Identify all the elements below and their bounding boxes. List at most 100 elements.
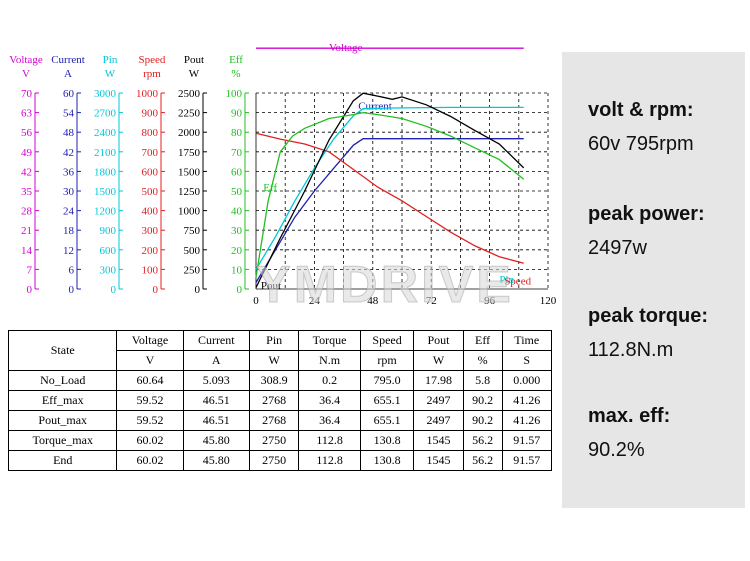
axis-tick: 200 — [142, 245, 159, 257]
table-unit-cell: V — [116, 350, 184, 371]
axis-tick: 70 — [21, 88, 33, 100]
axis-tick: 7 — [27, 264, 33, 276]
axis-tick: 700 — [142, 147, 159, 159]
axis-unit-pout: W — [189, 68, 200, 80]
table-cell: 60.64 — [116, 370, 184, 391]
table-cell: 59.52 — [116, 390, 184, 411]
table-cell: 130.8 — [359, 430, 415, 451]
axis-tick: 2250 — [178, 108, 201, 120]
axis-tick: 42 — [63, 147, 74, 159]
axis-tick: 300 — [100, 264, 117, 276]
axis-tick: 100 — [226, 88, 243, 100]
axis-title-speed: Speed — [139, 54, 166, 66]
axis-tick: 2000 — [178, 127, 201, 139]
series-label-eff: Eff — [263, 182, 277, 194]
axis-tick: 63 — [21, 108, 33, 120]
table-header-cell: Pin — [248, 330, 300, 351]
axis-tick: 500 — [142, 186, 159, 198]
table-cell: 112.8 — [298, 430, 361, 451]
axis-tick: 10 — [231, 264, 243, 276]
series-line-current — [255, 138, 524, 283]
axis-tick: 50 — [231, 186, 243, 198]
axis-tick: 1750 — [178, 147, 201, 159]
table-cell: 91.57 — [501, 450, 553, 471]
axis-tick: 3000 — [94, 88, 117, 100]
axis-tick: 600 — [142, 166, 159, 178]
axis-title-pout: Pout — [184, 54, 204, 66]
results-table: State Voltage Current Pin Torque Speed Pout Eff… — [7, 330, 553, 471]
axis-tick: 0 — [111, 284, 117, 296]
axis-tick: 14 — [21, 245, 33, 257]
spec-label: volt & rpm: — [588, 99, 694, 121]
axis-tick: 28 — [21, 206, 33, 218]
axis-tick: 250 — [184, 264, 201, 276]
plot-grid — [255, 92, 549, 290]
table-cell: 1545 — [413, 450, 464, 471]
axis-title-eff: Eff — [229, 54, 243, 66]
watermark: YMDRIVE — [256, 256, 514, 315]
table-cell: 308.9 — [248, 370, 300, 391]
table-row: Torque_max 60.02 45.80 2750 112.8 130.8 1545 56… — [7, 430, 553, 451]
table-cell: 45.80 — [182, 450, 250, 471]
axis-unit-speed: rpm — [143, 68, 161, 80]
axis-tick: 600 — [100, 245, 117, 257]
axis-tick: 30 — [63, 186, 75, 198]
axis-tick: 42 — [21, 166, 32, 178]
axis-tick: 1250 — [178, 186, 201, 198]
table-cell: 56.2 — [462, 450, 503, 471]
table-unit-cell: rpm — [359, 350, 415, 371]
table-header-cell: Speed — [359, 330, 415, 351]
table-cell: 2750 — [248, 450, 300, 471]
axis-tick: 6 — [69, 264, 75, 276]
table-cell: 36.4 — [298, 410, 361, 431]
table-cell: 2497 — [413, 390, 464, 411]
table-row: Eff_max 59.52 46.51 2768 36.4 655.1 2497 90.2 41… — [7, 390, 553, 411]
x-tick-label: 48 — [367, 295, 379, 307]
spec-label: max. eff: — [588, 405, 671, 427]
series-line-eff — [255, 111, 525, 278]
table-cell: 60.02 — [116, 430, 184, 451]
axis-title-voltage: Voltage — [9, 54, 43, 66]
table-cell: 56.2 — [462, 430, 503, 451]
spec-panel: volt & rpm: 60v 795rpm peak power: 2497w… — [562, 52, 745, 508]
table-cell: 46.51 — [182, 390, 250, 411]
table-state-cell: Pout_max — [7, 410, 118, 431]
axis-unit-eff: % — [231, 68, 240, 80]
axis-tick: 90 — [231, 108, 243, 120]
table-cell: 0.000 — [501, 370, 553, 391]
table-unit-row: V A W N.m rpm W% S — [9, 350, 553, 371]
table-header-cell: Time — [501, 330, 553, 351]
axis-tick: 900 — [100, 225, 117, 237]
spec-value: 90.2% — [588, 439, 645, 461]
table-header-cell: Eff — [462, 330, 503, 351]
table-cell: 130.8 — [359, 450, 415, 471]
table-row: Pout_max 59.52 46.51 2768 36.4 655.1 2497 90.2 4… — [7, 410, 553, 431]
axis-tick: 400 — [142, 206, 159, 218]
axis-tick: 100 — [142, 264, 159, 276]
table-cell: 0.2 — [298, 370, 361, 391]
table-cell: 45.80 — [182, 430, 250, 451]
table-cell: 5.8 — [462, 370, 503, 391]
table-cell: 1545 — [413, 430, 464, 451]
table-unit-cell: S — [501, 350, 553, 371]
axis-tick: 500 — [184, 245, 201, 257]
axis-tick: 40 — [231, 206, 243, 218]
axis-tick: 300 — [142, 225, 159, 237]
table-state-cell: No_Load — [7, 370, 118, 391]
table-row: No_Load 60.64 5.093 308.9 0.2 795.0 17.98 5.8 0.… — [7, 370, 553, 391]
table-header-cell: Current — [182, 330, 250, 351]
table-header-cell: Torque — [298, 330, 361, 351]
spec-peak-torque: peak torque: 112.8N.m — [588, 304, 708, 362]
series-label-current: Current — [358, 100, 392, 112]
axis-tick: 750 — [184, 225, 201, 237]
table-cell: 655.1 — [359, 390, 415, 411]
table-cell: 90.2 — [462, 410, 503, 431]
axis-tick: 2400 — [94, 127, 117, 139]
axis-tick: 60 — [231, 166, 243, 178]
spec-value: 2497w — [588, 237, 647, 259]
table-unit-cell: W — [413, 350, 464, 371]
table-cell: 41.26 — [501, 390, 553, 411]
axis-tick: 80 — [231, 127, 243, 139]
series-line-pout — [255, 92, 525, 288]
motor-performance-chart: VoltageV70635649423528211470CurrentA6054… — [9, 42, 556, 307]
